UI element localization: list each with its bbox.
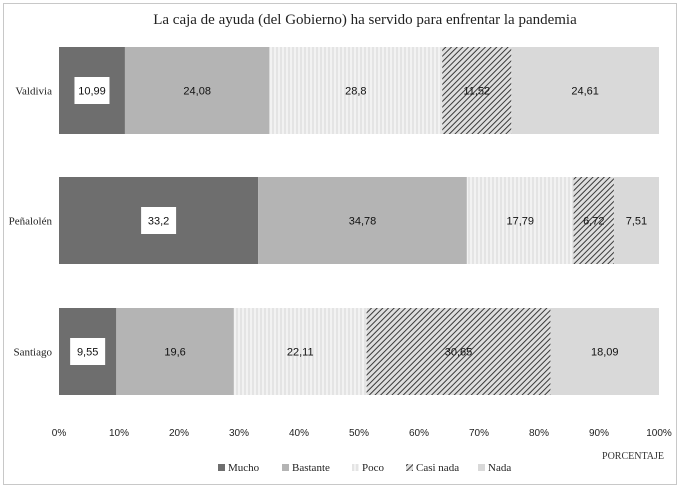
data-label-santiago-nada: 18,09	[591, 347, 619, 359]
bar-valdivia-bastante	[124, 47, 270, 134]
data-label-valdivia-mucho: 10,99	[78, 86, 106, 98]
category-label-penalolen: Peñalolén	[9, 216, 53, 228]
x-tick-label: 70%	[469, 428, 489, 439]
legend-swatch-poco	[352, 464, 359, 471]
bar-valdivia-nada	[511, 47, 659, 134]
x-tick-label: 60%	[409, 428, 429, 439]
bar-penalolen-nada	[613, 177, 659, 264]
legend-label-bastante: Bastante	[292, 462, 330, 474]
bars-layer	[59, 47, 659, 395]
data-label-penalolen-poco: 17,79	[506, 216, 534, 228]
x-tick-label: 30%	[229, 428, 249, 439]
x-axis-ticks: 0% 10% 20% 30% 40% 50% 60% 70% 80% 90% 100%	[52, 428, 672, 439]
data-label-penalolen-nada: 7,51	[626, 216, 647, 228]
x-tick-label: 90%	[589, 428, 609, 439]
legend-swatch-nada	[478, 464, 485, 471]
x-axis-title: PORCENTAJE	[602, 451, 664, 462]
chart-title: La caja de ayuda (del Gobierno) ha servi…	[153, 12, 577, 28]
legend-label-casi-nada: Casi nada	[416, 462, 459, 474]
x-tick-label: 40%	[289, 428, 309, 439]
data-label-santiago-mucho: 9,55	[77, 347, 98, 359]
bar-santiago-casi-nada	[366, 308, 551, 395]
data-label-santiago-poco: 22,11	[287, 347, 314, 359]
value-labels-layer: 10,99 24,08 28,8 11,52 24,61 33,2 34,78 17,79 6,…	[70, 77, 647, 365]
data-label-santiago-bastante: 19,6	[164, 347, 185, 359]
data-label-box	[141, 207, 177, 234]
bar-santiago-bastante	[116, 308, 234, 395]
x-tick-label: 100%	[646, 428, 672, 439]
legend-swatch-bastante	[282, 464, 289, 471]
legend-label-mucho: Mucho	[228, 462, 260, 474]
x-tick-label: 50%	[349, 428, 369, 439]
data-label-valdivia-casi-nada: 11,52	[463, 86, 490, 98]
data-label-penalolen-bastante: 34,78	[349, 216, 377, 228]
legend: Mucho Bastante Poco Casi nada Nada	[218, 462, 511, 474]
category-labels: Valdivia Peñalolén Santiago	[9, 86, 53, 359]
x-tick-label: 0%	[52, 428, 67, 439]
data-label-valdivia-nada: 24,61	[571, 86, 599, 98]
bar-penalolen-poco	[466, 177, 574, 264]
data-label-box	[74, 77, 110, 104]
x-tick-label: 80%	[529, 428, 549, 439]
bar-valdivia-poco	[269, 47, 443, 134]
legend-label-poco: Poco	[362, 462, 385, 474]
data-label-penalolen-mucho: 33,2	[148, 216, 169, 228]
category-label-santiago: Santiago	[14, 347, 53, 359]
legend-swatch-mucho	[218, 464, 225, 471]
data-label-valdivia-bastante: 24,08	[183, 86, 211, 98]
x-tick-label: 20%	[169, 428, 189, 439]
bar-penalolen-bastante	[258, 177, 467, 264]
bar-santiago-poco	[233, 308, 367, 395]
category-label-valdivia: Valdivia	[15, 86, 52, 98]
bar-valdivia-casi-nada	[442, 47, 512, 134]
bar-santiago-nada	[550, 308, 659, 395]
data-label-santiago-casi-nada: 30,65	[445, 347, 473, 359]
legend-label-nada: Nada	[488, 462, 511, 474]
bar-penalolen-casi-nada	[573, 177, 614, 264]
data-label-penalolen-casi-nada: 6,72	[583, 216, 604, 228]
data-label-box	[70, 338, 106, 365]
data-label-valdivia-poco: 28,8	[345, 86, 366, 98]
x-tick-label: 10%	[109, 428, 129, 439]
legend-swatch-casi-nada	[406, 464, 413, 471]
